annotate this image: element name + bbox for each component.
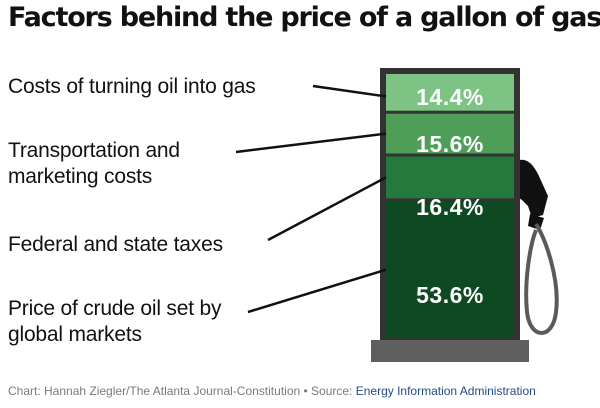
chart-title: Factors behind the price of a gallon of … — [8, 2, 600, 33]
segment-refining — [386, 74, 514, 111]
segment-crude-oil — [386, 201, 514, 338]
credit-text: Chart: Hannah Ziegler/The Atlanta Journa… — [8, 384, 356, 398]
label-refining: Costs of turning oil into gas — [8, 75, 256, 98]
value-label-crude-oil: 53.6% — [416, 282, 484, 308]
pump-nozzle-icon — [519, 159, 548, 230]
value-label-taxes: 16.4% — [416, 194, 484, 220]
source-link[interactable]: Energy Information Administration — [355, 384, 536, 398]
connector-refining — [312, 84, 387, 98]
label-crude-oil: Price of crude oil set by global markets — [8, 297, 222, 346]
segment-taxes — [386, 156, 514, 199]
label-transport-marketing: Transportation and marketing costs — [8, 139, 180, 188]
chart-credit: Chart: Hannah Ziegler/The Atlanta Journa… — [8, 384, 536, 398]
value-label-transport-marketing: 15.6% — [416, 131, 484, 157]
value-label-refining: 14.4% — [416, 84, 484, 110]
label-taxes: Federal and state taxes — [8, 233, 223, 256]
pump-base — [371, 340, 529, 362]
connector-crude-oil — [247, 268, 387, 314]
connector-transport-marketing — [235, 132, 387, 154]
segment-transport-marketing — [386, 113, 514, 154]
connector-taxes — [267, 176, 387, 242]
pump-hose — [524, 222, 559, 335]
